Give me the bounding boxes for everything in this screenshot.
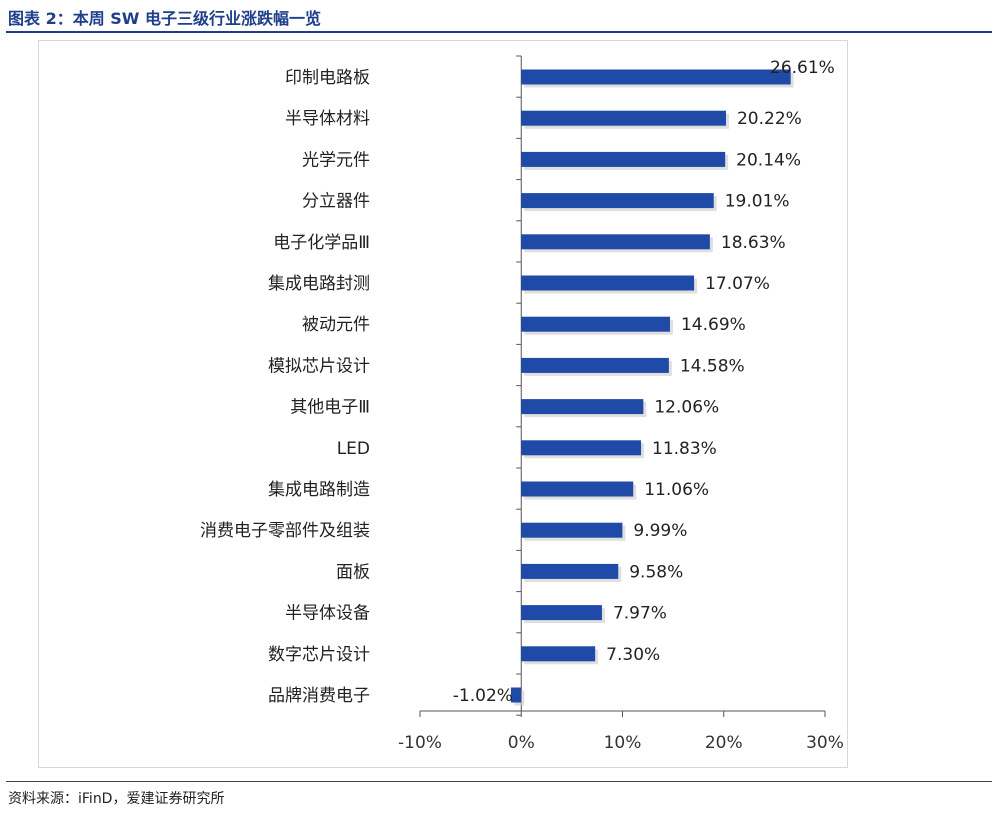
bar	[521, 151, 726, 167]
bar	[521, 357, 669, 373]
category-label: 被动元件	[302, 315, 370, 335]
data-label: -1.02%	[453, 686, 513, 706]
data-label: 7.30%	[606, 645, 660, 665]
category-label: 模拟芯片设计	[268, 356, 370, 376]
footer-divider	[6, 781, 992, 782]
bar	[521, 193, 714, 209]
x-tick-label: 10%	[604, 733, 642, 753]
category-label: 光学元件	[302, 150, 370, 170]
category-label: 集成电路制造	[268, 480, 370, 500]
source-note: 资料来源：iFinD，爱建证券研究所	[8, 791, 225, 807]
bar	[521, 522, 623, 538]
bar	[510, 687, 522, 703]
data-label: 14.69%	[681, 315, 746, 335]
bar	[521, 399, 644, 415]
category-label: 半导体设备	[285, 604, 370, 624]
bar	[521, 605, 602, 621]
category-label: 消费电子零部件及组装	[200, 521, 370, 541]
category-label: 电子化学品Ⅲ	[273, 233, 370, 253]
bar	[521, 275, 695, 291]
category-label: 分立器件	[302, 192, 370, 212]
title-divider	[6, 31, 992, 33]
chart-title: 图表 2：本周 SW 电子三级行业涨跌幅一览	[8, 9, 322, 28]
category-label: 集成电路封测	[268, 274, 370, 294]
data-label: 11.83%	[652, 439, 717, 459]
data-label: 9.58%	[629, 562, 683, 582]
category-label: 半导体材料	[285, 109, 370, 129]
x-tick-label: 30%	[806, 733, 844, 753]
data-label: 17.07%	[705, 274, 770, 294]
bar	[521, 481, 634, 497]
data-label: 20.14%	[736, 150, 801, 170]
category-label: 品牌消费电子	[268, 686, 370, 706]
data-label: 11.06%	[644, 480, 709, 500]
data-label: 9.99%	[633, 521, 687, 541]
category-label: LED	[337, 439, 370, 459]
data-label: 26.61%	[770, 58, 835, 78]
x-tick-label: 0%	[508, 733, 535, 753]
bar	[521, 110, 726, 126]
data-label: 14.58%	[680, 356, 745, 376]
bar	[521, 646, 596, 662]
chart-frame	[38, 40, 848, 768]
data-label: 19.01%	[725, 192, 790, 212]
data-label: 12.06%	[654, 398, 719, 418]
bar	[521, 563, 619, 579]
bar	[521, 440, 642, 456]
bar	[521, 316, 670, 332]
bar	[521, 69, 791, 85]
category-label: 印制电路板	[285, 68, 370, 88]
category-label: 其他电子Ⅲ	[290, 398, 370, 418]
data-label: 20.22%	[737, 109, 802, 129]
data-label: 7.97%	[613, 604, 667, 624]
category-label: 面板	[336, 562, 370, 582]
x-tick-label: -10%	[398, 733, 442, 753]
bar	[521, 234, 710, 250]
data-label: 18.63%	[721, 233, 786, 253]
x-tick-label: 20%	[705, 733, 743, 753]
category-label: 数字芯片设计	[268, 645, 370, 665]
